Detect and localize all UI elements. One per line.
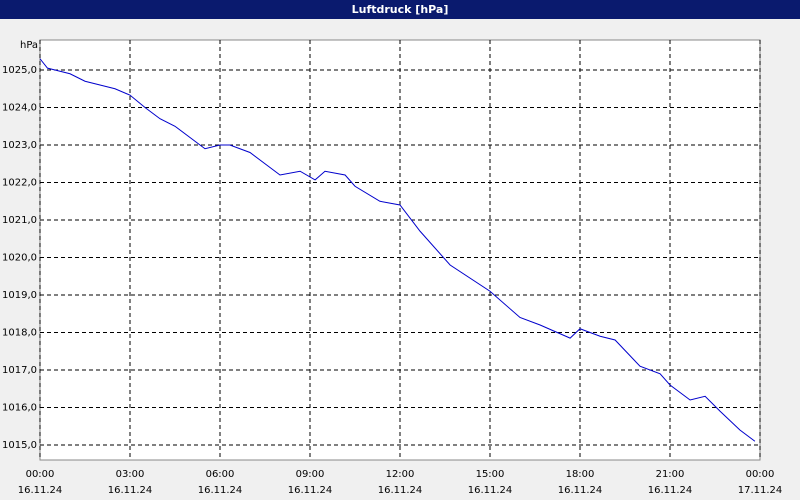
- y-tick-label: 1016,0: [2, 403, 37, 414]
- y-tick-label: 1020,0: [2, 253, 37, 264]
- x-tick-date: 16.11.24: [648, 485, 693, 496]
- y-tick-label: 1022,0: [2, 178, 37, 189]
- x-tick-label: 09:00: [296, 469, 325, 480]
- x-tick-date: 16.11.24: [288, 485, 333, 496]
- x-tick-label: 12:00: [386, 469, 415, 480]
- chart-title: Luftdruck [hPa]: [352, 3, 449, 16]
- y-tick-label: 1015,0: [2, 440, 37, 451]
- x-tick-date: 16.11.24: [18, 485, 63, 496]
- y-tick-label: 1017,0: [2, 365, 37, 376]
- y-tick-label: 1024,0: [2, 103, 37, 114]
- y-tick-label: 1018,0: [2, 328, 37, 339]
- y-tick-label: 1021,0: [2, 215, 37, 226]
- y-axis-label: hPa: [20, 40, 38, 51]
- x-tick-date: 17.11.24: [738, 485, 783, 496]
- x-tick-label: 18:00: [566, 469, 595, 480]
- x-tick-label: 00:00: [26, 469, 55, 480]
- x-tick-label: 21:00: [656, 469, 685, 480]
- line: [39, 58, 756, 442]
- y-tick-label: 1023,0: [2, 140, 37, 151]
- y-tick-label: 1019,0: [2, 290, 37, 301]
- x-tick-label: 06:00: [206, 469, 235, 480]
- y-tick-label: 1025,0: [2, 65, 37, 76]
- title-bar: [0, 0, 800, 19]
- x-tick-date: 16.11.24: [468, 485, 513, 496]
- x-tick-label: 15:00: [476, 469, 505, 480]
- x-tick-date: 16.11.24: [198, 485, 243, 496]
- x-tick-label: 00:00: [746, 469, 775, 480]
- x-tick-label: 03:00: [116, 469, 145, 480]
- x-tick-date: 16.11.24: [378, 485, 423, 496]
- x-tick-date: 16.11.24: [108, 485, 153, 496]
- x-tick-date: 16.11.24: [558, 485, 603, 496]
